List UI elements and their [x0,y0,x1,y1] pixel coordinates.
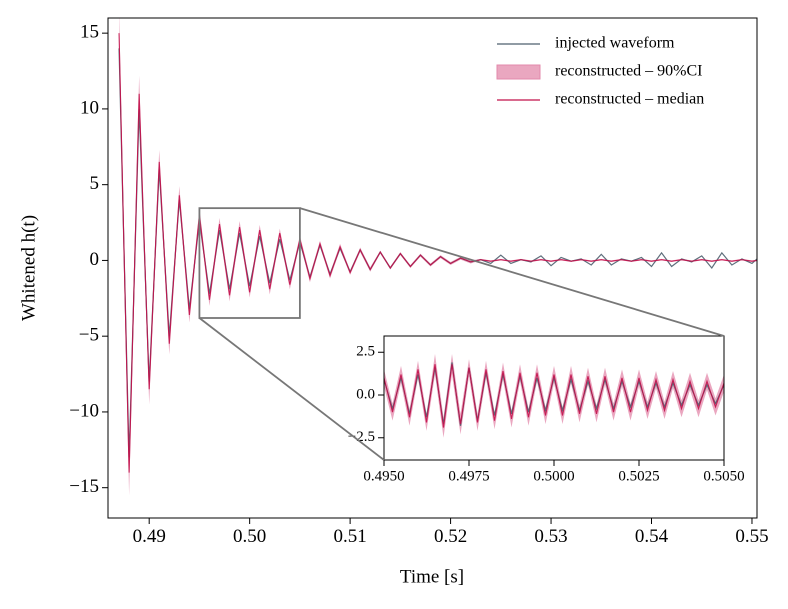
plot-area [118,18,757,496]
y-tick-label: −2.5 [348,429,375,445]
x-tick-label: 0.4975 [448,468,489,484]
legend-label: injected waveform [555,35,675,52]
legend-label: reconstructed – 90%CI [555,63,703,80]
y-tick-label: −10 [69,400,99,421]
x-tick-label: 0.55 [735,526,768,547]
line [384,364,724,428]
y-tick-label: 2.5 [356,344,375,360]
x-tick-label: 0.52 [434,526,467,547]
y-tick-label: 5 [90,173,100,194]
plot-area [384,353,724,438]
x-axis-label: Time [s] [400,566,464,587]
x-tick-label: 0.51 [333,526,366,547]
x-tick-label: 0.50 [233,526,266,547]
x-tick-label: 0.5025 [618,468,659,484]
x-tick-label: 0.53 [534,526,567,547]
ci-band [384,353,724,438]
legend-swatch [496,64,541,80]
x-tick-label: 0.4950 [363,468,404,484]
line [118,33,757,473]
y-tick-label: 0 [90,249,100,270]
zoom-connector [299,207,725,337]
y-tick-label: 10 [80,97,99,118]
y-tick-label: 0.0 [356,386,375,402]
legend-label: reconstructed – median [555,91,704,108]
zoom-connector [198,317,385,461]
y-tick-label: −5 [79,325,99,346]
x-tick-label: 0.49 [133,526,166,547]
y-tick-label: −15 [69,476,99,497]
y-tick-label: 15 [80,22,99,43]
x-tick-label: 0.54 [635,526,669,547]
y-axis-label: Whitened h(t) [18,215,39,321]
x-tick-label: 0.5050 [703,468,744,484]
x-tick-label: 0.5000 [533,468,574,484]
zoom-box [198,207,301,319]
axes-frame [107,17,758,519]
